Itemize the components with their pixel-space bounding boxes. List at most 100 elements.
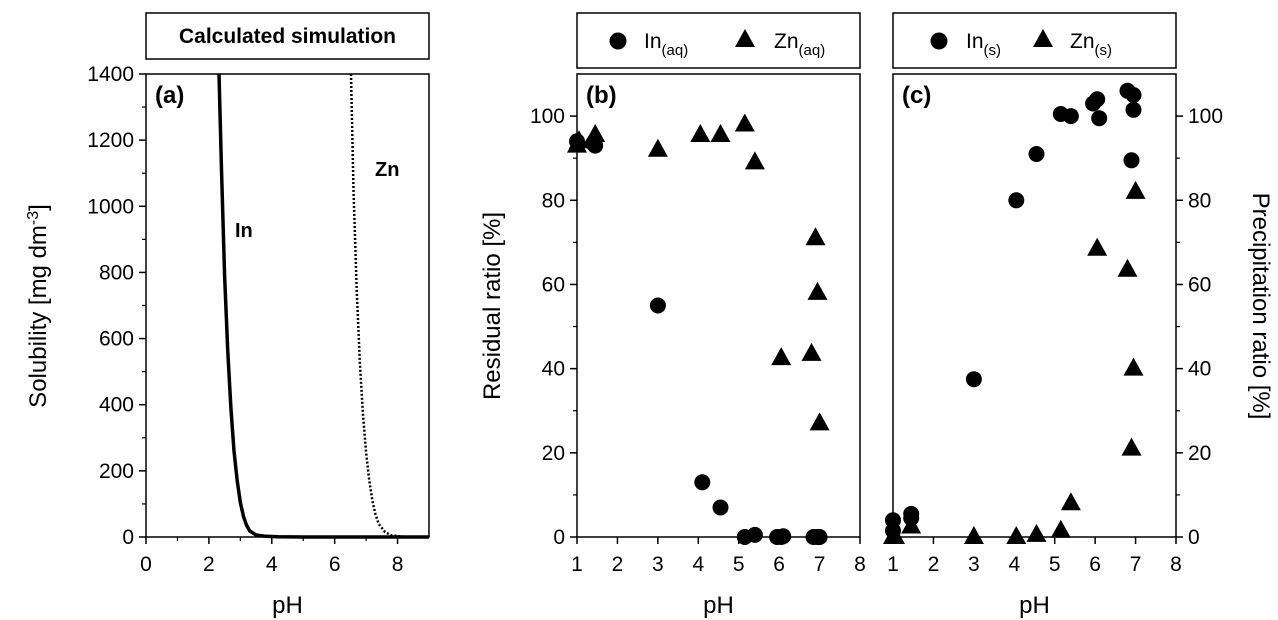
point-in-circle	[1028, 146, 1045, 162]
point-in-circle	[712, 499, 729, 516]
panel-a-ytick-label: 1400	[87, 63, 134, 86]
panel-a-header-text: Calculated simulation	[179, 25, 396, 48]
point-in-circle	[1008, 192, 1025, 209]
panel-a-ytick-label: 1000	[87, 195, 134, 218]
point-in-circle	[1125, 101, 1142, 118]
panel-b-xtick-label: 5	[733, 553, 745, 576]
panel-b-ytick-label: 100	[530, 105, 565, 128]
panel-c-ytick-label: 80	[1188, 189, 1211, 212]
point-zn-triangle	[569, 130, 589, 149]
point-zn-triangle	[807, 281, 828, 300]
point-zn-triangle	[1123, 357, 1144, 376]
point-zn-triangle	[1121, 437, 1142, 456]
point-in-circle	[1089, 91, 1106, 108]
panel-c-xtick-label: 8	[1170, 553, 1182, 576]
panel-b-ytick-label: 0	[553, 526, 565, 549]
panel-c-xtick-label: 2	[928, 553, 940, 576]
panel-c-marks	[883, 82, 1146, 544]
panel-a-ylabel: Solubility [mg dm-3]	[25, 204, 53, 408]
panel-a-header-box	[145, 12, 430, 60]
point-zn-triangle	[710, 124, 731, 142]
panel-b-marks	[567, 113, 830, 545]
panel-c-xtick-label: 3	[968, 553, 980, 576]
point-in-circle	[1123, 152, 1140, 169]
legend-in-aq-marker	[609, 32, 627, 50]
panel-a-xtick-label: 2	[203, 553, 215, 576]
panel-c-ytick-label: 40	[1188, 358, 1211, 381]
point-in-circle	[746, 526, 763, 543]
panel-b-xlabel: pH	[703, 592, 734, 619]
point-in-circle	[649, 297, 666, 314]
panel-a-ytick-label: 1200	[87, 129, 134, 152]
panel-c-xtick-label: 4	[1008, 553, 1020, 576]
panel-b-ytick-label: 20	[542, 442, 565, 465]
panel-c-ytick-label: 100	[1188, 105, 1223, 128]
point-zn-triangle	[690, 124, 711, 142]
panel-c-ytick-label: 20	[1188, 442, 1211, 465]
panel-b-ytick-label: 60	[542, 273, 565, 296]
legend-zn-s-marker	[1033, 29, 1053, 47]
legend-in-s-marker	[930, 32, 948, 50]
panel-b-ylabel: Residual ratio [%]	[479, 212, 506, 400]
panel-c-ytick-label: 0	[1188, 526, 1200, 549]
panel-c-xtick-label: 6	[1089, 553, 1101, 576]
panel-b-xtick-label: 8	[854, 553, 866, 576]
series-line-zn	[349, 73, 430, 539]
point-in-circle	[1125, 87, 1142, 103]
panel-a-ytick-label: 0	[122, 526, 134, 549]
point-zn-triangle	[963, 526, 984, 544]
point-zn-triangle	[1125, 180, 1146, 199]
legend-in-aq-label: In(aq)	[644, 30, 688, 59]
point-zn-triangle	[771, 347, 792, 366]
panel-a-ytick-label: 400	[99, 394, 134, 417]
point-zn-triangle	[885, 526, 905, 544]
panel-c-plot-frame	[892, 73, 1177, 538]
panel-b-xtick-label: 2	[612, 553, 624, 576]
panel-a-ytick-label: 200	[99, 460, 134, 483]
panel-c-xtick-label: 7	[1130, 553, 1142, 576]
panel-a-plot-frame	[145, 73, 430, 538]
panel-b-xtick-label: 6	[773, 553, 785, 576]
panel-a-xtick-label: 6	[329, 553, 341, 576]
panel-c-xtick-label: 1	[887, 553, 899, 576]
point-zn-triangle	[585, 124, 606, 142]
panel-a-axes: 0 2 4 6 8 0 200 400 600 800 1000 1200 1400	[87, 63, 403, 576]
curve-label-zn: Zn	[375, 159, 399, 181]
panel-c-axes: 1 2 3 4 5 6 7 80 20 40 60 80 100	[887, 105, 1223, 576]
point-in-circle	[965, 371, 982, 388]
panel-b-xtick-label: 4	[692, 553, 704, 576]
point-zn-triangle	[1006, 526, 1027, 544]
point-in-circle	[811, 529, 828, 545]
panel-a: Calculated simulation 0 2 4 6 8 0 200 400 600 800…	[25, 12, 430, 619]
panel-b-plot-frame	[576, 73, 861, 538]
legend-in-s-label: In(s)	[966, 30, 1001, 59]
panel-c-xlabel: pH	[1019, 592, 1050, 619]
point-zn-triangle	[1060, 492, 1081, 511]
series-line-in	[217, 73, 429, 539]
point-zn-triangle	[1026, 523, 1047, 542]
point-in-circle	[694, 474, 711, 491]
point-zn-triangle	[805, 227, 826, 246]
point-zn-triangle	[801, 342, 822, 361]
panel-b-xtick-label: 3	[652, 553, 664, 576]
panel-b-label: (b)	[586, 82, 617, 109]
legend-zn-aq-marker	[735, 29, 755, 47]
point-zn-triangle	[1087, 237, 1108, 256]
point-zn-triangle	[647, 138, 668, 157]
point-zn-triangle	[734, 113, 755, 132]
panel-a-xtick-label: 0	[140, 553, 152, 576]
point-zn-triangle	[901, 515, 922, 534]
point-in-circle	[1091, 110, 1108, 127]
panel-a-xtick-label: 8	[392, 553, 404, 576]
panel-a-lines	[217, 73, 430, 539]
panel-c-label: (c)	[902, 82, 931, 109]
point-zn-triangle	[1117, 258, 1138, 277]
panel-a-label: (a)	[155, 82, 184, 109]
panel-a-ytick-label: 800	[99, 261, 134, 284]
panel-b-xtick-label: 1	[571, 553, 583, 576]
panel-b-ytick-label: 80	[542, 189, 565, 212]
point-zn-triangle	[1050, 519, 1071, 538]
